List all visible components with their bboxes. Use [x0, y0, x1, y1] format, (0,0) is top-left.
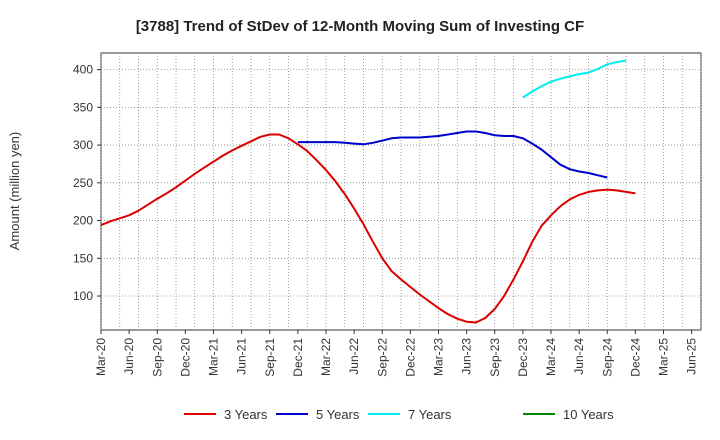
y-tick-label: 400	[73, 63, 93, 77]
x-tick-label: Sep-23	[488, 338, 502, 377]
x-tick-label: Jun-23	[460, 338, 474, 375]
series-line-3-years	[100, 133, 636, 324]
series-line-7-years	[522, 59, 627, 99]
x-tick-label: Sep-24	[600, 338, 614, 377]
y-axis-ticks: 100 150 200 250 300 350 400	[73, 63, 101, 303]
x-tick-label: Jun-25	[685, 338, 699, 375]
series-layer	[100, 59, 636, 324]
y-tick-label: 250	[73, 176, 93, 190]
legend-label-3-years: 3 Years	[224, 407, 268, 422]
y-tick-label: 350	[73, 100, 93, 114]
series-line-5-years	[297, 130, 608, 179]
y-tick-label: 100	[73, 289, 93, 303]
x-tick-label: Mar-22	[319, 338, 333, 376]
legend-label-10-years: 10 Years	[563, 407, 614, 422]
x-tick-label: Dec-24	[628, 338, 642, 377]
legend: 3 Years 5 Years 7 Years 10 Years	[184, 407, 614, 422]
x-tick-label: Mar-24	[544, 338, 558, 376]
x-tick-label: Jun-21	[235, 338, 249, 375]
x-tick-label: Dec-22	[403, 338, 417, 377]
x-tick-label: Sep-21	[263, 338, 277, 377]
y-tick-label: 150	[73, 251, 93, 265]
x-tick-label: Mar-23	[432, 338, 446, 376]
legend-label-5-years: 5 Years	[316, 407, 360, 422]
x-tick-label: Mar-21	[207, 338, 221, 376]
y-tick-label: 300	[73, 138, 93, 152]
chart-title: [3788] Trend of StDev of 12-Month Moving…	[136, 18, 584, 35]
x-tick-label: Mar-20	[94, 338, 108, 376]
x-tick-label: Jun-20	[122, 338, 136, 375]
x-tick-label: Jun-22	[347, 338, 361, 375]
x-tick-label: Dec-23	[516, 338, 530, 377]
x-tick-label: Sep-20	[150, 338, 164, 377]
x-axis-ticks: Mar-20 Jun-20 Sep-20 Dec-20 Mar-21 Jun-21 Sep-…	[94, 330, 699, 377]
x-tick-label: Dec-21	[291, 338, 305, 377]
x-tick-label: Mar-25	[657, 338, 671, 376]
x-tick-label: Dec-20	[178, 338, 192, 377]
x-tick-label: Sep-22	[375, 338, 389, 377]
y-tick-label: 200	[73, 214, 93, 228]
x-tick-label: Jun-24	[572, 338, 586, 375]
legend-label-7-years: 7 Years	[408, 407, 452, 422]
y-axis-title: Amount (million yen)	[7, 132, 22, 251]
